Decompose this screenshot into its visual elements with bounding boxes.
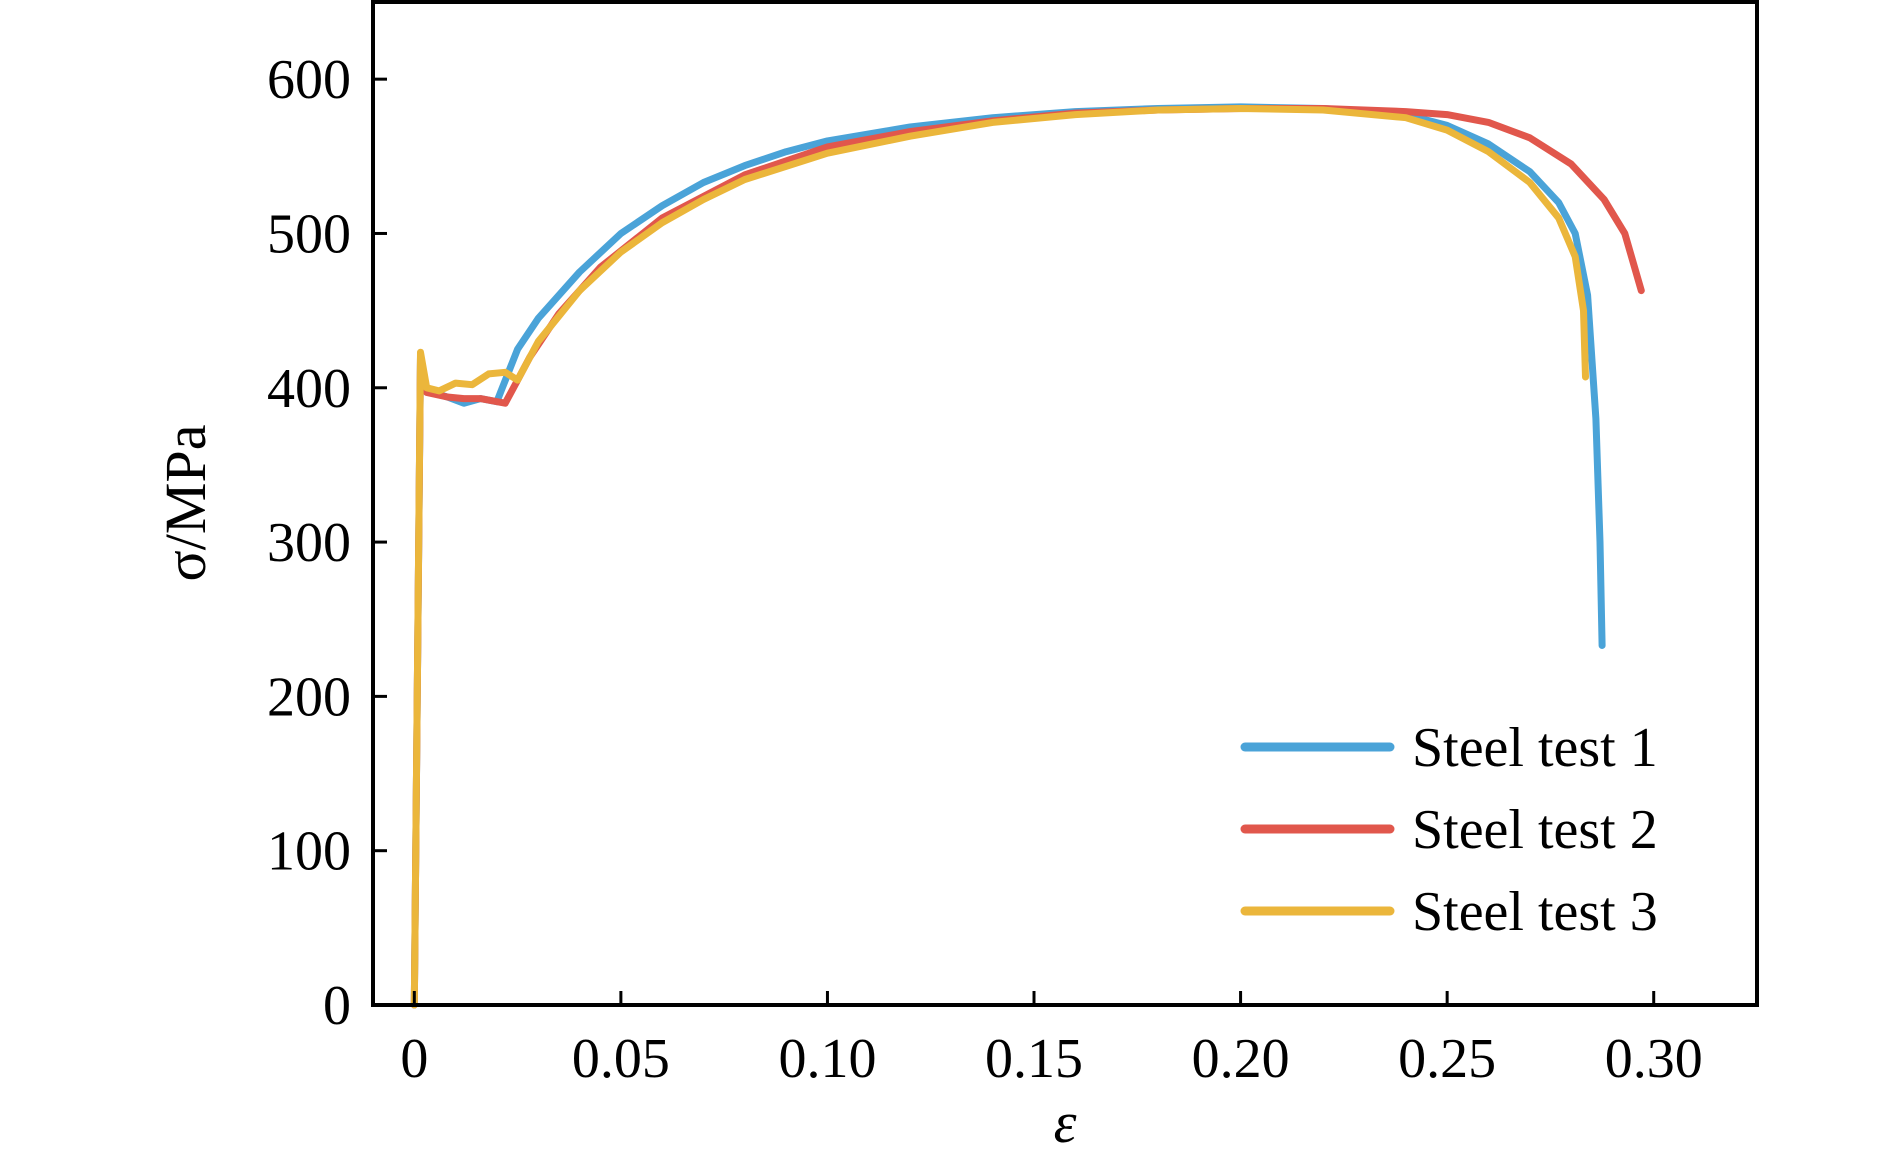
y-tick-label: 400: [267, 358, 351, 420]
y-axis-label: σ/MPa: [153, 425, 218, 582]
y-tick-label: 600: [267, 49, 351, 111]
series-line-1: [410, 103, 1606, 1009]
y-tick-label: 300: [267, 512, 351, 574]
x-tick-label: 0.25: [1398, 1028, 1496, 1090]
x-tick-label: 0.15: [985, 1028, 1083, 1090]
y-tick-label: 500: [267, 203, 351, 265]
series-layer: [410, 103, 1645, 1009]
series-line-2: [410, 105, 1645, 1009]
y-tick-label: 0: [323, 975, 351, 1037]
x-axis-label: ε: [1054, 1090, 1077, 1155]
x-tick-label: 0.05: [572, 1028, 670, 1090]
legend: Steel test 1 Steel test 2 Steel test 3: [1240, 717, 1658, 943]
x-axis-ticks: 0 0.05 0.10 0.15 0.20 0.25 0.30: [400, 991, 1703, 1090]
y-tick-label: 100: [267, 821, 351, 883]
x-tick-label: 0.20: [1192, 1028, 1290, 1090]
x-tick-label: 0.10: [778, 1028, 876, 1090]
y-tick-label: 200: [267, 666, 351, 728]
legend-label-1: Steel test 1: [1412, 717, 1658, 779]
plot-frame: [371, 0, 1759, 1007]
x-tick-label: 0.30: [1605, 1028, 1703, 1090]
legend-label-2: Steel test 2: [1412, 799, 1658, 861]
x-tick-label: 0: [400, 1028, 428, 1090]
legend-label-3: Steel test 3: [1412, 881, 1658, 943]
series-line-3: [410, 105, 1589, 1009]
y-axis-ticks: 0 100 200 300 400 500 600: [267, 49, 387, 1037]
